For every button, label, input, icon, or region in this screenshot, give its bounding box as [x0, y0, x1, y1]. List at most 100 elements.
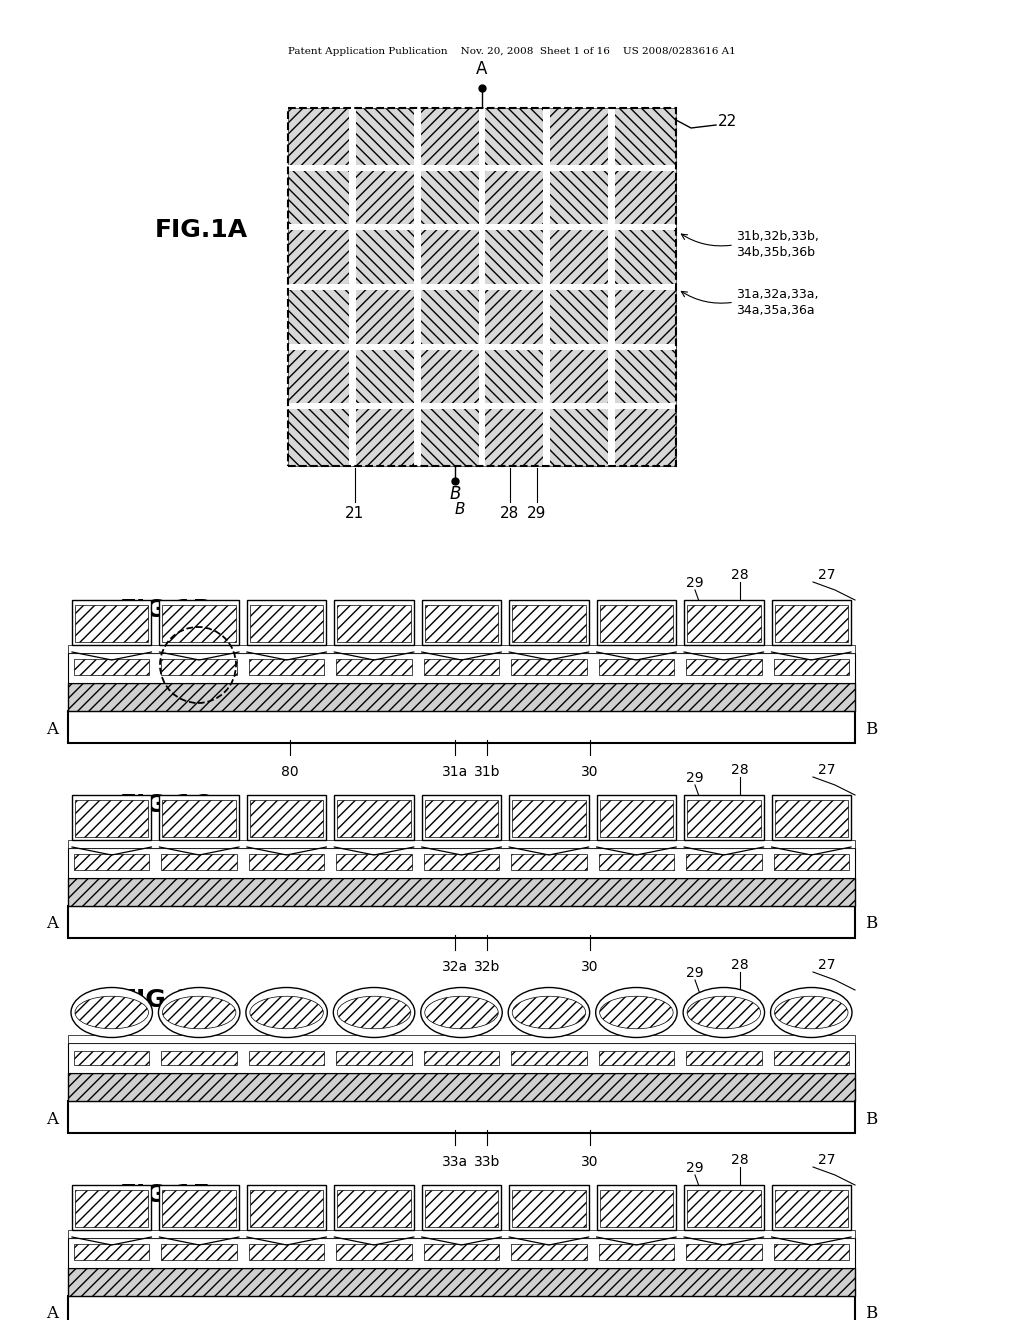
Bar — [686, 659, 762, 675]
Bar — [249, 1243, 325, 1261]
Text: A: A — [476, 59, 487, 78]
Text: 31b,32b,33b,: 31b,32b,33b, — [736, 231, 819, 243]
Text: 33b: 33b — [474, 1155, 500, 1170]
Bar — [774, 605, 848, 642]
Bar — [288, 168, 352, 227]
Bar — [336, 1243, 412, 1261]
Text: 21: 21 — [345, 507, 365, 521]
Bar — [288, 165, 676, 170]
Bar — [74, 854, 150, 870]
Bar — [599, 1243, 674, 1261]
Bar — [247, 601, 327, 645]
Bar — [482, 286, 547, 347]
Bar — [771, 795, 851, 840]
Bar — [352, 407, 418, 466]
Ellipse shape — [425, 997, 499, 1028]
Bar — [482, 168, 547, 227]
Bar — [512, 1191, 586, 1228]
Bar — [511, 659, 587, 675]
Bar — [68, 1073, 855, 1101]
Bar — [68, 645, 855, 653]
Text: FIG.1C: FIG.1C — [120, 793, 212, 817]
Bar — [600, 1191, 673, 1228]
Text: 27: 27 — [818, 568, 836, 582]
Ellipse shape — [687, 997, 761, 1028]
Bar — [352, 286, 418, 347]
Bar — [68, 1101, 855, 1133]
Text: 28: 28 — [731, 1152, 749, 1167]
Text: 27: 27 — [818, 763, 836, 777]
Bar — [686, 1243, 762, 1261]
Bar — [72, 1185, 152, 1230]
Text: B: B — [865, 916, 878, 932]
Bar — [686, 1051, 762, 1065]
Bar — [337, 605, 411, 642]
Bar — [422, 601, 501, 645]
Bar — [611, 286, 676, 347]
Bar — [611, 108, 676, 168]
Bar — [250, 605, 324, 642]
Bar — [288, 404, 676, 409]
Bar — [425, 1191, 499, 1228]
Bar — [352, 168, 418, 227]
Text: A: A — [46, 721, 58, 738]
Bar — [288, 284, 676, 290]
Text: 28: 28 — [500, 507, 519, 521]
Text: 34a,35a,36a: 34a,35a,36a — [736, 304, 815, 317]
Ellipse shape — [600, 997, 673, 1028]
Bar — [74, 659, 150, 675]
Bar — [597, 1185, 676, 1230]
Bar — [249, 659, 325, 675]
Bar — [249, 854, 325, 870]
Text: 28: 28 — [731, 568, 749, 582]
Bar — [288, 108, 352, 168]
Bar — [68, 1296, 855, 1320]
Text: 29: 29 — [527, 507, 547, 521]
Bar — [337, 800, 411, 837]
Bar — [68, 682, 855, 711]
Bar — [160, 795, 239, 840]
Bar — [75, 1191, 148, 1228]
Bar — [288, 224, 676, 230]
Ellipse shape — [337, 997, 411, 1028]
Text: 28: 28 — [731, 763, 749, 777]
Text: B: B — [450, 484, 461, 503]
Bar — [424, 1051, 500, 1065]
Ellipse shape — [508, 987, 590, 1038]
Bar — [72, 601, 152, 645]
Bar — [771, 601, 851, 645]
Ellipse shape — [163, 997, 236, 1028]
Bar — [247, 795, 327, 840]
Bar — [611, 227, 676, 286]
Bar — [684, 1185, 764, 1230]
Bar — [162, 854, 237, 870]
Bar — [68, 906, 855, 939]
Bar — [422, 795, 501, 840]
Bar — [599, 659, 674, 675]
Bar — [547, 347, 611, 407]
Bar — [68, 1035, 855, 1043]
Bar — [512, 800, 586, 837]
Bar — [288, 407, 352, 466]
Bar — [774, 1191, 848, 1228]
Bar — [479, 108, 485, 466]
Text: 22: 22 — [718, 115, 737, 129]
Ellipse shape — [159, 987, 240, 1038]
Text: A: A — [46, 1305, 58, 1320]
Bar — [687, 1191, 761, 1228]
Bar — [418, 108, 482, 168]
Bar — [544, 108, 550, 466]
Bar — [773, 1051, 849, 1065]
Ellipse shape — [774, 997, 848, 1028]
Bar — [611, 347, 676, 407]
Bar — [74, 1243, 150, 1261]
Bar — [352, 108, 418, 168]
Bar — [600, 605, 673, 642]
Ellipse shape — [683, 987, 765, 1038]
Ellipse shape — [596, 987, 677, 1038]
Bar — [75, 800, 148, 837]
Bar — [418, 347, 482, 407]
Ellipse shape — [334, 987, 415, 1038]
Text: 33a: 33a — [442, 1155, 468, 1170]
Bar — [418, 407, 482, 466]
